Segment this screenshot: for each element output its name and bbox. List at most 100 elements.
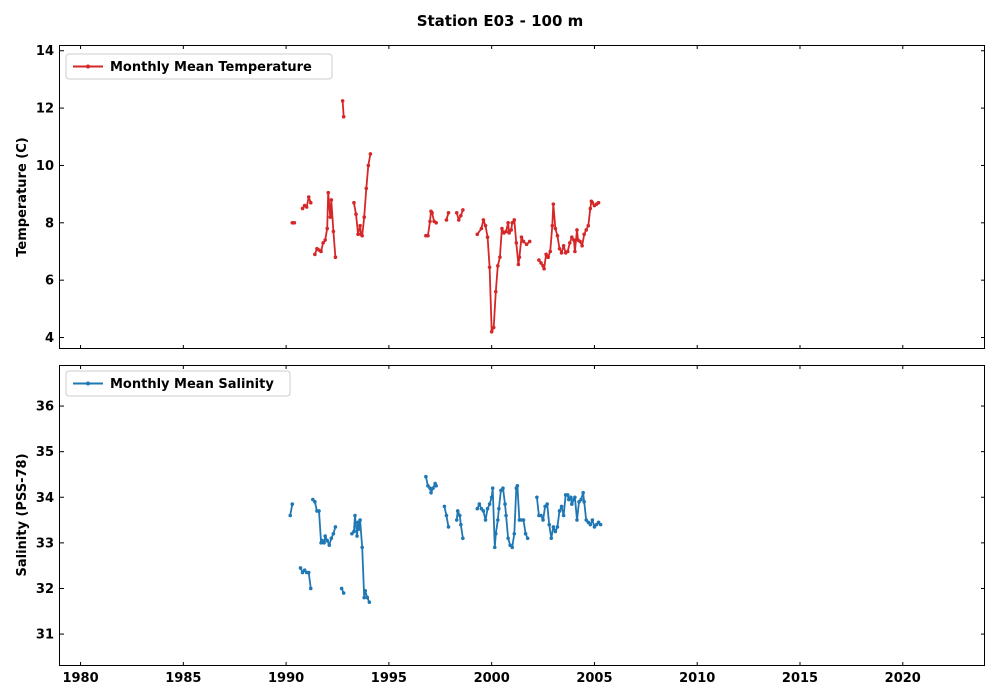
temperature-data-point xyxy=(487,265,492,270)
temperature-data-point xyxy=(321,241,325,245)
temperature-data-point xyxy=(459,213,463,218)
salinity-data-point xyxy=(594,522,599,527)
temperature-data-point xyxy=(485,235,490,239)
temperature-panel: Temperature (C) 4 6 8 10 12 14 Monthly Mean T… xyxy=(15,44,985,349)
salinity-data-point xyxy=(323,534,327,538)
salinity-data-point xyxy=(300,570,305,575)
temperature-data-point xyxy=(356,232,360,237)
salinity-data-point xyxy=(592,525,597,529)
temperature-y-tick-label: 8 xyxy=(45,216,54,231)
salinity-data-point xyxy=(356,520,360,525)
salinity-data-point xyxy=(290,502,295,506)
salinity-data-point xyxy=(355,534,359,538)
temperature-data-point xyxy=(570,235,574,239)
salinity-x-tick-label: 1990 xyxy=(268,671,304,686)
temperature-data-point xyxy=(580,243,584,248)
temperature-data-point xyxy=(553,226,558,231)
salinity-series-line xyxy=(289,503,294,516)
temperature-data-point xyxy=(328,215,333,219)
temperature-data-point xyxy=(542,266,546,271)
salinity-y-tick-label: 36 xyxy=(36,400,54,415)
salinity-data-point xyxy=(475,506,480,511)
salinity-legend-label: Monthly Mean Salinity xyxy=(110,377,274,392)
salinity-data-point xyxy=(313,500,317,504)
salinity-data-point xyxy=(360,545,364,550)
salinity-data-point xyxy=(573,495,577,500)
salinity-data-point xyxy=(302,568,307,573)
salinity-data-point xyxy=(431,486,435,490)
salinity-data-point xyxy=(331,531,336,536)
temperature-data-point xyxy=(493,289,498,294)
salinity-data-point xyxy=(541,518,545,522)
temperature-data-point xyxy=(546,255,550,260)
temperature-data-point xyxy=(567,241,572,245)
salinity-data-point xyxy=(317,509,321,513)
temperature-data-point xyxy=(364,186,369,191)
temperature-data-point xyxy=(354,212,358,217)
salinity-data-point xyxy=(288,513,293,518)
temperature-data-point xyxy=(565,249,570,254)
temperature-data-point xyxy=(527,239,532,244)
temperature-legend-label: Monthly Mean Temperature xyxy=(110,60,312,75)
salinity-x-tick-label: 1980 xyxy=(62,671,98,686)
temperature-data-point xyxy=(551,202,556,206)
temperature-data-point xyxy=(555,233,560,238)
temperature-legend: Monthly Mean Temperature xyxy=(65,53,333,80)
salinity-data-point xyxy=(588,522,593,527)
temperature-data-point xyxy=(596,200,601,205)
salinity-data-point xyxy=(492,545,497,550)
salinity-data-point xyxy=(569,495,573,500)
salinity-data-point xyxy=(306,570,311,575)
salinity-x-tick-label: 2020 xyxy=(885,671,921,686)
temperature-data-point xyxy=(586,223,591,228)
temperature-data-point xyxy=(498,255,502,260)
salinity-x-tick-label: 2015 xyxy=(782,671,818,686)
salinity-series-line xyxy=(476,484,529,549)
salinity-data-point xyxy=(503,502,507,506)
salinity-x-tick-label: 1985 xyxy=(165,671,201,686)
salinity-data-point xyxy=(424,474,428,479)
salinity-data-point xyxy=(545,502,549,506)
salinity-data-point xyxy=(508,543,512,547)
salinity-x-tick-label: 1995 xyxy=(371,671,407,686)
temperature-y-tick-label: 4 xyxy=(45,331,54,346)
salinity-data-point xyxy=(559,504,564,509)
temperature-data-point xyxy=(559,251,564,255)
salinity-data-point xyxy=(512,531,517,536)
salinity-data-point xyxy=(515,484,520,488)
temperature-data-point xyxy=(340,99,345,103)
salinity-data-point xyxy=(490,486,495,490)
temperature-data-point xyxy=(326,190,331,195)
salinity-data-point xyxy=(483,518,488,522)
salinity-data-point xyxy=(320,538,324,543)
salinity-data-point xyxy=(357,527,361,531)
salinity-data-point xyxy=(487,502,492,506)
salinity-data-point xyxy=(481,509,486,513)
temperature-data-point xyxy=(430,210,434,215)
salinity-data-point xyxy=(506,536,510,541)
temperature-y-tick-label: 14 xyxy=(36,44,54,59)
salinity-data-point xyxy=(339,586,344,591)
temperature-data-point xyxy=(358,223,362,228)
temperature-data-point xyxy=(514,241,519,245)
salinity-data-point xyxy=(581,490,585,495)
salinity-data-point xyxy=(461,536,465,541)
temperature-data-point xyxy=(454,210,459,215)
figure-title: Station E03 - 100 m xyxy=(417,12,584,30)
salinity-ticks-layer: 1980 1985 1990 1995 2000 2005 2010 2015 2020 31 32… xyxy=(36,365,985,686)
temperature-data-point xyxy=(572,238,576,242)
salinity-data-point xyxy=(579,497,583,502)
salinity-data-point xyxy=(362,595,367,600)
temperature-data-point xyxy=(496,264,500,268)
temperature-data-point xyxy=(313,252,317,257)
temperature-data-point xyxy=(491,325,496,330)
salinity-data-point xyxy=(561,513,566,518)
temperature-data-point xyxy=(575,228,579,232)
salinity-data-point xyxy=(358,518,362,522)
temperature-data-point xyxy=(561,243,566,248)
salinity-data-point xyxy=(329,536,334,541)
temperature-data-point xyxy=(333,255,338,260)
temperature-data-point xyxy=(331,229,336,234)
temperature-data-point xyxy=(329,198,334,202)
salinity-data-point xyxy=(426,484,430,488)
